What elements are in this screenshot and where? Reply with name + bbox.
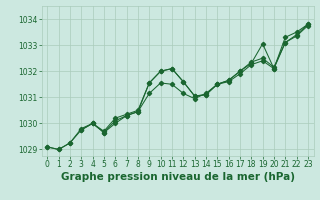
X-axis label: Graphe pression niveau de la mer (hPa): Graphe pression niveau de la mer (hPa): [60, 172, 295, 182]
